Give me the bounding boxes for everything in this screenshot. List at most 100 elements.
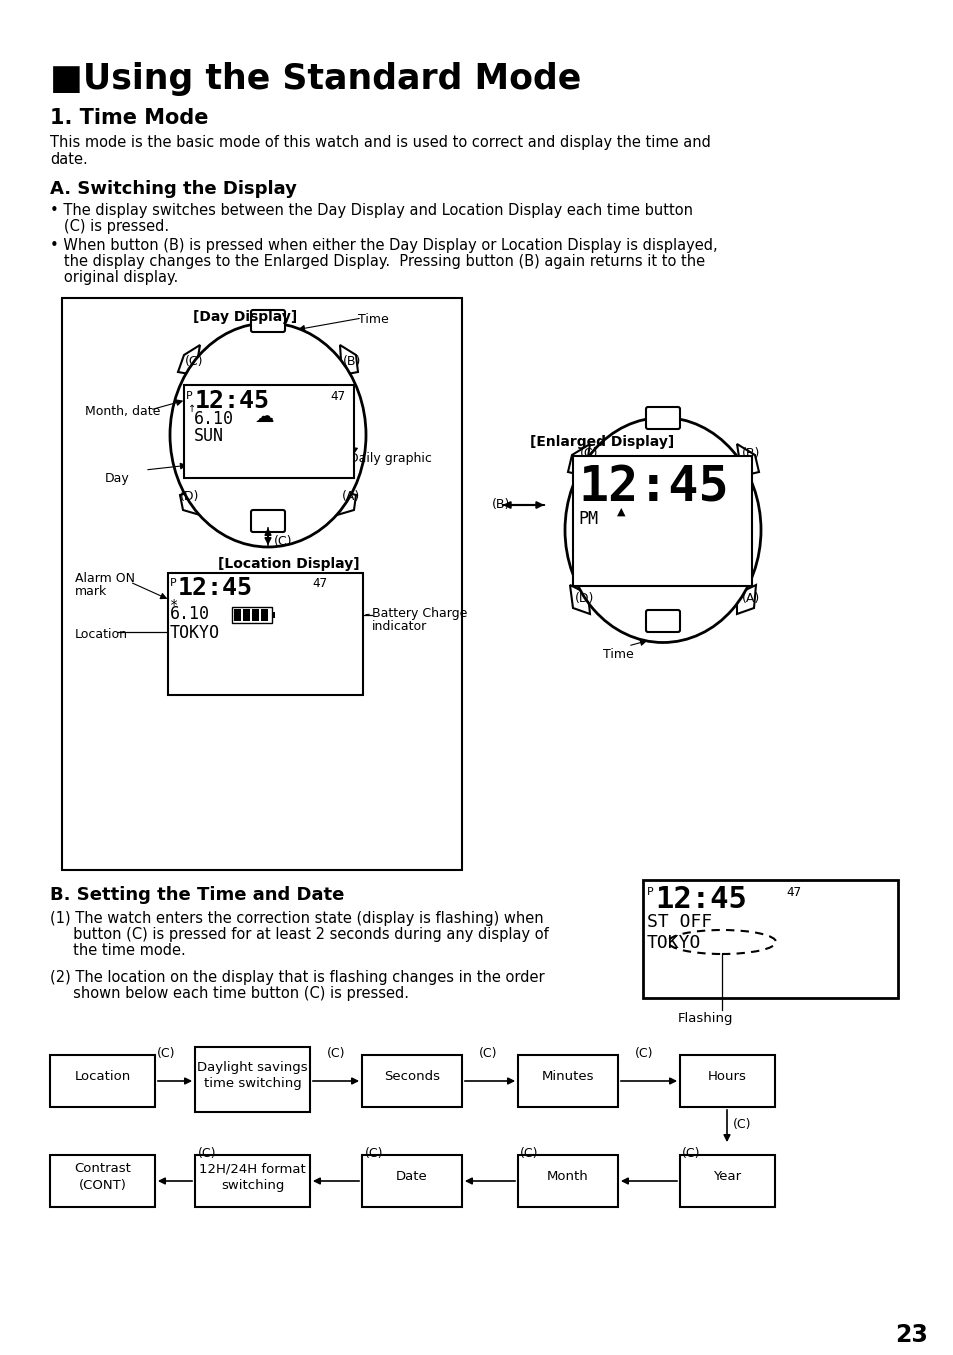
Text: A. Switching the Display: A. Switching the Display bbox=[50, 180, 296, 198]
Text: Flashing: Flashing bbox=[678, 1012, 733, 1024]
Bar bbox=[194, 1047, 310, 1112]
Text: • When button (B) is pressed when either the Day Display or Location Display is : • When button (B) is pressed when either… bbox=[50, 238, 717, 253]
Text: Month, date: Month, date bbox=[85, 405, 160, 417]
Bar bbox=[679, 1154, 774, 1207]
Ellipse shape bbox=[564, 417, 760, 642]
Polygon shape bbox=[339, 346, 357, 375]
Polygon shape bbox=[180, 491, 200, 515]
Text: (C): (C) bbox=[732, 1118, 751, 1131]
Text: 47: 47 bbox=[330, 390, 345, 402]
Bar bbox=[50, 1154, 154, 1207]
FancyBboxPatch shape bbox=[645, 406, 679, 430]
Text: (C): (C) bbox=[185, 355, 203, 369]
FancyBboxPatch shape bbox=[62, 298, 461, 870]
Text: Alarm ON: Alarm ON bbox=[75, 572, 135, 585]
Text: 47: 47 bbox=[785, 886, 801, 898]
Text: SUN: SUN bbox=[193, 427, 224, 444]
Text: Daily graphic: Daily graphic bbox=[349, 453, 432, 465]
FancyBboxPatch shape bbox=[573, 457, 751, 585]
Text: 6.10: 6.10 bbox=[170, 604, 210, 623]
Bar bbox=[233, 608, 241, 621]
Bar bbox=[261, 608, 268, 621]
Bar bbox=[194, 1154, 310, 1207]
Text: ■Using the Standard Mode: ■Using the Standard Mode bbox=[50, 62, 580, 96]
Text: Time: Time bbox=[357, 313, 388, 327]
Text: indicator: indicator bbox=[372, 621, 427, 633]
Bar bbox=[232, 607, 272, 623]
Polygon shape bbox=[569, 585, 589, 614]
Bar bbox=[361, 1154, 461, 1207]
Text: (C): (C) bbox=[519, 1146, 537, 1160]
Text: Month: Month bbox=[547, 1171, 588, 1183]
Text: (C): (C) bbox=[198, 1146, 216, 1160]
Text: (C): (C) bbox=[478, 1047, 497, 1060]
Text: (C): (C) bbox=[327, 1047, 345, 1060]
Text: Minutes: Minutes bbox=[541, 1070, 594, 1084]
Text: Hours: Hours bbox=[707, 1070, 746, 1084]
Text: 47: 47 bbox=[312, 577, 327, 589]
Text: 23: 23 bbox=[894, 1322, 927, 1347]
Text: shown below each time button (C) is pressed.: shown below each time button (C) is pres… bbox=[50, 986, 409, 1001]
Text: • The display switches between the Day Display and Location Display each time bu: • The display switches between the Day D… bbox=[50, 203, 692, 218]
Text: button (C) is pressed for at least 2 seconds during any display of: button (C) is pressed for at least 2 sec… bbox=[50, 927, 548, 942]
Text: (1) The watch enters the correction state (display is flashing) when: (1) The watch enters the correction stat… bbox=[50, 911, 543, 925]
Text: 12:45: 12:45 bbox=[194, 389, 270, 413]
Text: ▲: ▲ bbox=[617, 507, 625, 518]
Text: (C): (C) bbox=[274, 535, 293, 547]
Bar bbox=[517, 1056, 618, 1107]
Text: Location: Location bbox=[75, 627, 128, 641]
Text: *: * bbox=[170, 598, 178, 612]
FancyBboxPatch shape bbox=[642, 879, 897, 999]
Text: original display.: original display. bbox=[50, 270, 178, 285]
Text: the time mode.: the time mode. bbox=[50, 943, 186, 958]
Text: mark: mark bbox=[75, 585, 107, 598]
Text: P: P bbox=[646, 888, 653, 897]
Text: ☁: ☁ bbox=[254, 406, 274, 425]
Text: date.: date. bbox=[50, 152, 88, 167]
Polygon shape bbox=[336, 491, 355, 515]
Text: [Day Display]: [Day Display] bbox=[193, 310, 296, 324]
Text: TOKYO: TOKYO bbox=[170, 625, 220, 642]
Text: (A): (A) bbox=[741, 592, 760, 604]
Polygon shape bbox=[737, 585, 755, 614]
Text: Year: Year bbox=[713, 1171, 740, 1183]
Text: [Location Display]: [Location Display] bbox=[218, 557, 359, 570]
Text: (D): (D) bbox=[180, 491, 199, 503]
FancyBboxPatch shape bbox=[168, 573, 363, 695]
Text: P: P bbox=[170, 579, 176, 588]
Text: This mode is the basic mode of this watch and is used to correct and display the: This mode is the basic mode of this watc… bbox=[50, 136, 710, 150]
Text: 12:45: 12:45 bbox=[578, 463, 728, 511]
Text: B. Setting the Time and Date: B. Setting the Time and Date bbox=[50, 886, 344, 904]
Polygon shape bbox=[567, 444, 589, 476]
Text: [Enlarged Display]: [Enlarged Display] bbox=[530, 435, 674, 449]
Text: PM: PM bbox=[578, 509, 598, 528]
Bar bbox=[361, 1056, 461, 1107]
Text: the display changes to the Enlarged Display.  Pressing button (B) again returns : the display changes to the Enlarged Disp… bbox=[50, 253, 704, 270]
Text: (C): (C) bbox=[579, 447, 598, 459]
Text: ST OFF: ST OFF bbox=[646, 913, 712, 931]
Polygon shape bbox=[737, 444, 759, 476]
Text: Location: Location bbox=[74, 1070, 131, 1084]
Bar bbox=[243, 608, 250, 621]
Text: P: P bbox=[186, 392, 193, 401]
Text: Seconds: Seconds bbox=[384, 1070, 439, 1084]
Text: Contrast
(CONT): Contrast (CONT) bbox=[74, 1163, 131, 1191]
Bar bbox=[50, 1056, 154, 1107]
Text: Daylight savings
time switching: Daylight savings time switching bbox=[197, 1061, 308, 1089]
Text: (C): (C) bbox=[157, 1047, 175, 1060]
FancyBboxPatch shape bbox=[184, 385, 354, 478]
FancyBboxPatch shape bbox=[645, 610, 679, 631]
Text: 12:45: 12:45 bbox=[178, 576, 253, 600]
Text: (2) The location on the display that is flashing changes in the order: (2) The location on the display that is … bbox=[50, 970, 544, 985]
Text: TOKYO: TOKYO bbox=[646, 934, 700, 953]
Text: (B): (B) bbox=[741, 447, 760, 459]
Text: Battery Charge: Battery Charge bbox=[372, 607, 467, 621]
Text: 12H/24H format
switching: 12H/24H format switching bbox=[199, 1163, 306, 1191]
Bar bbox=[252, 608, 258, 621]
Text: 6.10: 6.10 bbox=[193, 411, 233, 428]
Text: (B): (B) bbox=[492, 499, 510, 511]
Text: (C): (C) bbox=[365, 1146, 383, 1160]
Text: (A): (A) bbox=[341, 491, 360, 503]
Ellipse shape bbox=[170, 322, 366, 547]
Text: 12:45: 12:45 bbox=[655, 885, 746, 915]
